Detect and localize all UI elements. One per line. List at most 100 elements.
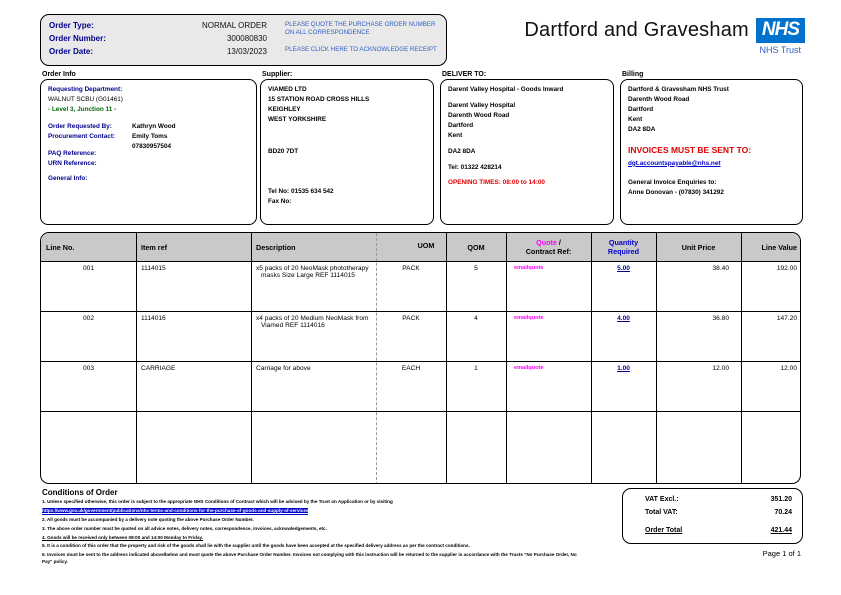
order-number-label: Order Number: xyxy=(49,34,106,43)
column-header-item-ref: Item ref xyxy=(141,242,167,252)
condition-item-6: 6. Invoices must be sent to the address … xyxy=(42,552,577,565)
totals-box: VAT Excl.: 351.20 Total VAT: 70.24 Order… xyxy=(622,488,803,544)
billing-title: Billing xyxy=(622,71,644,78)
procurement-contact-label: Procurement Contact: xyxy=(48,132,116,140)
column-header-qom: QOM xyxy=(467,242,485,252)
order-date-label: Order Date: xyxy=(49,47,94,56)
requested-by-value: Kathryn Wood xyxy=(132,122,176,130)
delivery-opening-times: OPENING TIMES: 08:00 to 14:00 xyxy=(448,179,545,187)
general-info-label: General Info: xyxy=(48,175,88,183)
procurement-contact-value: Emily Toms xyxy=(132,132,168,140)
quantity-value: 1.00 xyxy=(617,365,630,372)
cell-item-ref: CARRIAGE xyxy=(141,365,176,372)
line-items-table: Line No. Item ref Description UOM QOM Qu… xyxy=(40,232,801,484)
billing-line: Kent xyxy=(628,115,643,123)
cell-quantity-required: 5.00 xyxy=(591,261,656,272)
column-header-description: Description xyxy=(256,242,296,252)
description-line-2: Viamed REF 1114016 xyxy=(261,322,325,329)
cell-qom: 5 xyxy=(474,265,478,272)
order-total-label: Order Total xyxy=(645,527,683,534)
cell-quantity-required: 4.00 xyxy=(591,311,656,322)
column-header-unit-price: Unit Price xyxy=(681,242,716,252)
billing-panel: Dartford & Gravesham NHS Trust Darenth W… xyxy=(620,79,803,225)
conditions-title: Conditions of Order xyxy=(42,488,118,497)
urn-reference-label: URN Reference: xyxy=(48,159,97,167)
paq-reference-label: PAQ Reference: xyxy=(48,149,97,157)
acknowledge-receipt-link[interactable]: PLEASE CLICK HERE TO ACKNOWLEDGE RECEIPT xyxy=(285,46,437,53)
billing-postcode: DA2 8DA xyxy=(628,125,656,133)
table-row[interactable]: 003 CARRIAGE Carriage for above EACH 1 e… xyxy=(41,361,800,412)
condition-item-4: 4. Goods will be received only between 0… xyxy=(42,534,203,540)
order-type-label: Order Type: xyxy=(49,21,94,30)
description-line-2: masks Size Large REF 1114015 xyxy=(261,272,355,279)
order-info-title: Order Info xyxy=(42,71,76,78)
page-number: Page 1 of 1 xyxy=(762,549,801,558)
cell-line-no: 003 xyxy=(82,365,94,372)
cell-uom: PACK xyxy=(402,315,420,322)
cell-quote-ref: emailquote xyxy=(514,265,544,271)
invoice-enquiries-label: General Invoice Enquiries to: xyxy=(628,178,717,186)
total-vat-label: Total VAT: xyxy=(645,509,678,516)
condition-item-1: 1. Unless specified otherwise, this orde… xyxy=(42,499,393,504)
requesting-department-label: Requesting Department: xyxy=(48,86,123,93)
column-header-uom: UOM xyxy=(417,240,435,250)
order-number-value: 300080830 xyxy=(226,34,267,43)
table-row[interactable]: 002 1114016 x4 packs of 20 Medium NeoMas… xyxy=(41,311,800,362)
order-info-panel: Requesting Department: WALNUT SCBU (G014… xyxy=(40,79,257,225)
billing-line: Darenth Wood Road xyxy=(628,95,690,103)
nhs-logo-icon: NHS xyxy=(755,18,805,43)
supplier-line: WEST YORKSHIRE xyxy=(268,115,327,123)
cell-uom: EACH xyxy=(401,365,421,372)
cell-quote-ref: emailquote xyxy=(514,315,544,321)
cell-description: x4 packs of 20 Medium NeoMask from Viame… xyxy=(251,311,376,329)
cell-qom: 4 xyxy=(474,315,478,322)
column-header-quantity-required: Quantity Required xyxy=(591,233,656,261)
quote-po-notice: PLEASE QUOTE THE PURCHASE ORDER NUMBER O… xyxy=(285,21,436,37)
requested-by-label: Order Requested By: xyxy=(48,122,112,130)
cell-line-value: 12.00 xyxy=(780,365,797,372)
cell-line-no: 002 xyxy=(82,315,94,322)
trust-name: Dartford and Gravesham xyxy=(524,19,749,41)
invoice-notice: INVOICES MUST BE SENT TO: xyxy=(628,144,752,155)
total-vat-value: 70.24 xyxy=(774,509,792,516)
cell-line-no: 001 xyxy=(82,265,94,272)
department-value: WALNUT SCBU (G01461) xyxy=(48,95,123,103)
cell-line-value: 192.00 xyxy=(776,265,797,272)
cell-item-ref: 1114015 xyxy=(141,265,166,272)
order-total-value: 421.44 xyxy=(770,527,792,534)
cell-unit-price: 12.00 xyxy=(712,365,729,372)
cell-line-value: 147.20 xyxy=(776,315,797,322)
supplier-fax: Fax No: xyxy=(268,197,292,205)
cell-quantity-required: 1.00 xyxy=(591,361,656,372)
table-row[interactable]: 001 1114015 x5 packs of 20 NeoMask photo… xyxy=(41,261,800,312)
cell-item-ref: 1114016 xyxy=(141,315,166,322)
order-type-value: NORMAL ORDER xyxy=(201,21,267,30)
nhs-trust-subtitle: NHS Trust xyxy=(759,45,801,55)
supplier-panel: VIAMED LTD 15 STATION ROAD CROSS HILLS K… xyxy=(260,79,434,225)
procurement-contact-phone: 07830957504 xyxy=(132,142,172,150)
department-location: - Level 3, Junction 11 - xyxy=(48,105,117,113)
quote-header-separator: / xyxy=(556,238,561,247)
cell-quote-ref: emailquote xyxy=(514,365,544,371)
deliver-to-panel: Darent Valley Hospital - Goods Inward Da… xyxy=(440,79,614,225)
conditions-contract-link[interactable]: https://www.gov.uk/government/publicatio… xyxy=(42,507,309,515)
invoice-email-link[interactable]: dgt.accountspayable@nhs.net xyxy=(628,159,721,167)
supplier-line: 15 STATION ROAD CROSS HILLS xyxy=(268,95,370,103)
supplier-postcode: BD20 7DT xyxy=(268,147,299,155)
delivery-site: Darent Valley Hospital - Goods Inward xyxy=(448,86,564,93)
delivery-tel: Tel: 01322 428214 xyxy=(448,163,502,171)
cell-unit-price: 38.40 xyxy=(712,265,729,272)
condition-item-5: 5. It is a condition of this order that … xyxy=(42,543,470,549)
qty-header-line2: Required xyxy=(607,247,640,256)
description-line-1: x4 packs of 20 Medium NeoMask from xyxy=(256,315,369,322)
quote-header-text: Quote xyxy=(536,238,557,247)
quantity-value: 4.00 xyxy=(617,315,630,322)
description-line-1: x5 packs of 20 NeoMask phototherapy xyxy=(256,265,369,272)
vat-excl-value: 351.20 xyxy=(770,496,792,503)
quantity-value: 5.00 xyxy=(617,265,630,272)
supplier-line: KEIGHLEY xyxy=(268,105,301,113)
table-header-row xyxy=(41,233,800,262)
contract-ref-header-text: Contract Ref: xyxy=(525,247,572,256)
delivery-line: Darent Valley Hospital xyxy=(448,101,516,109)
